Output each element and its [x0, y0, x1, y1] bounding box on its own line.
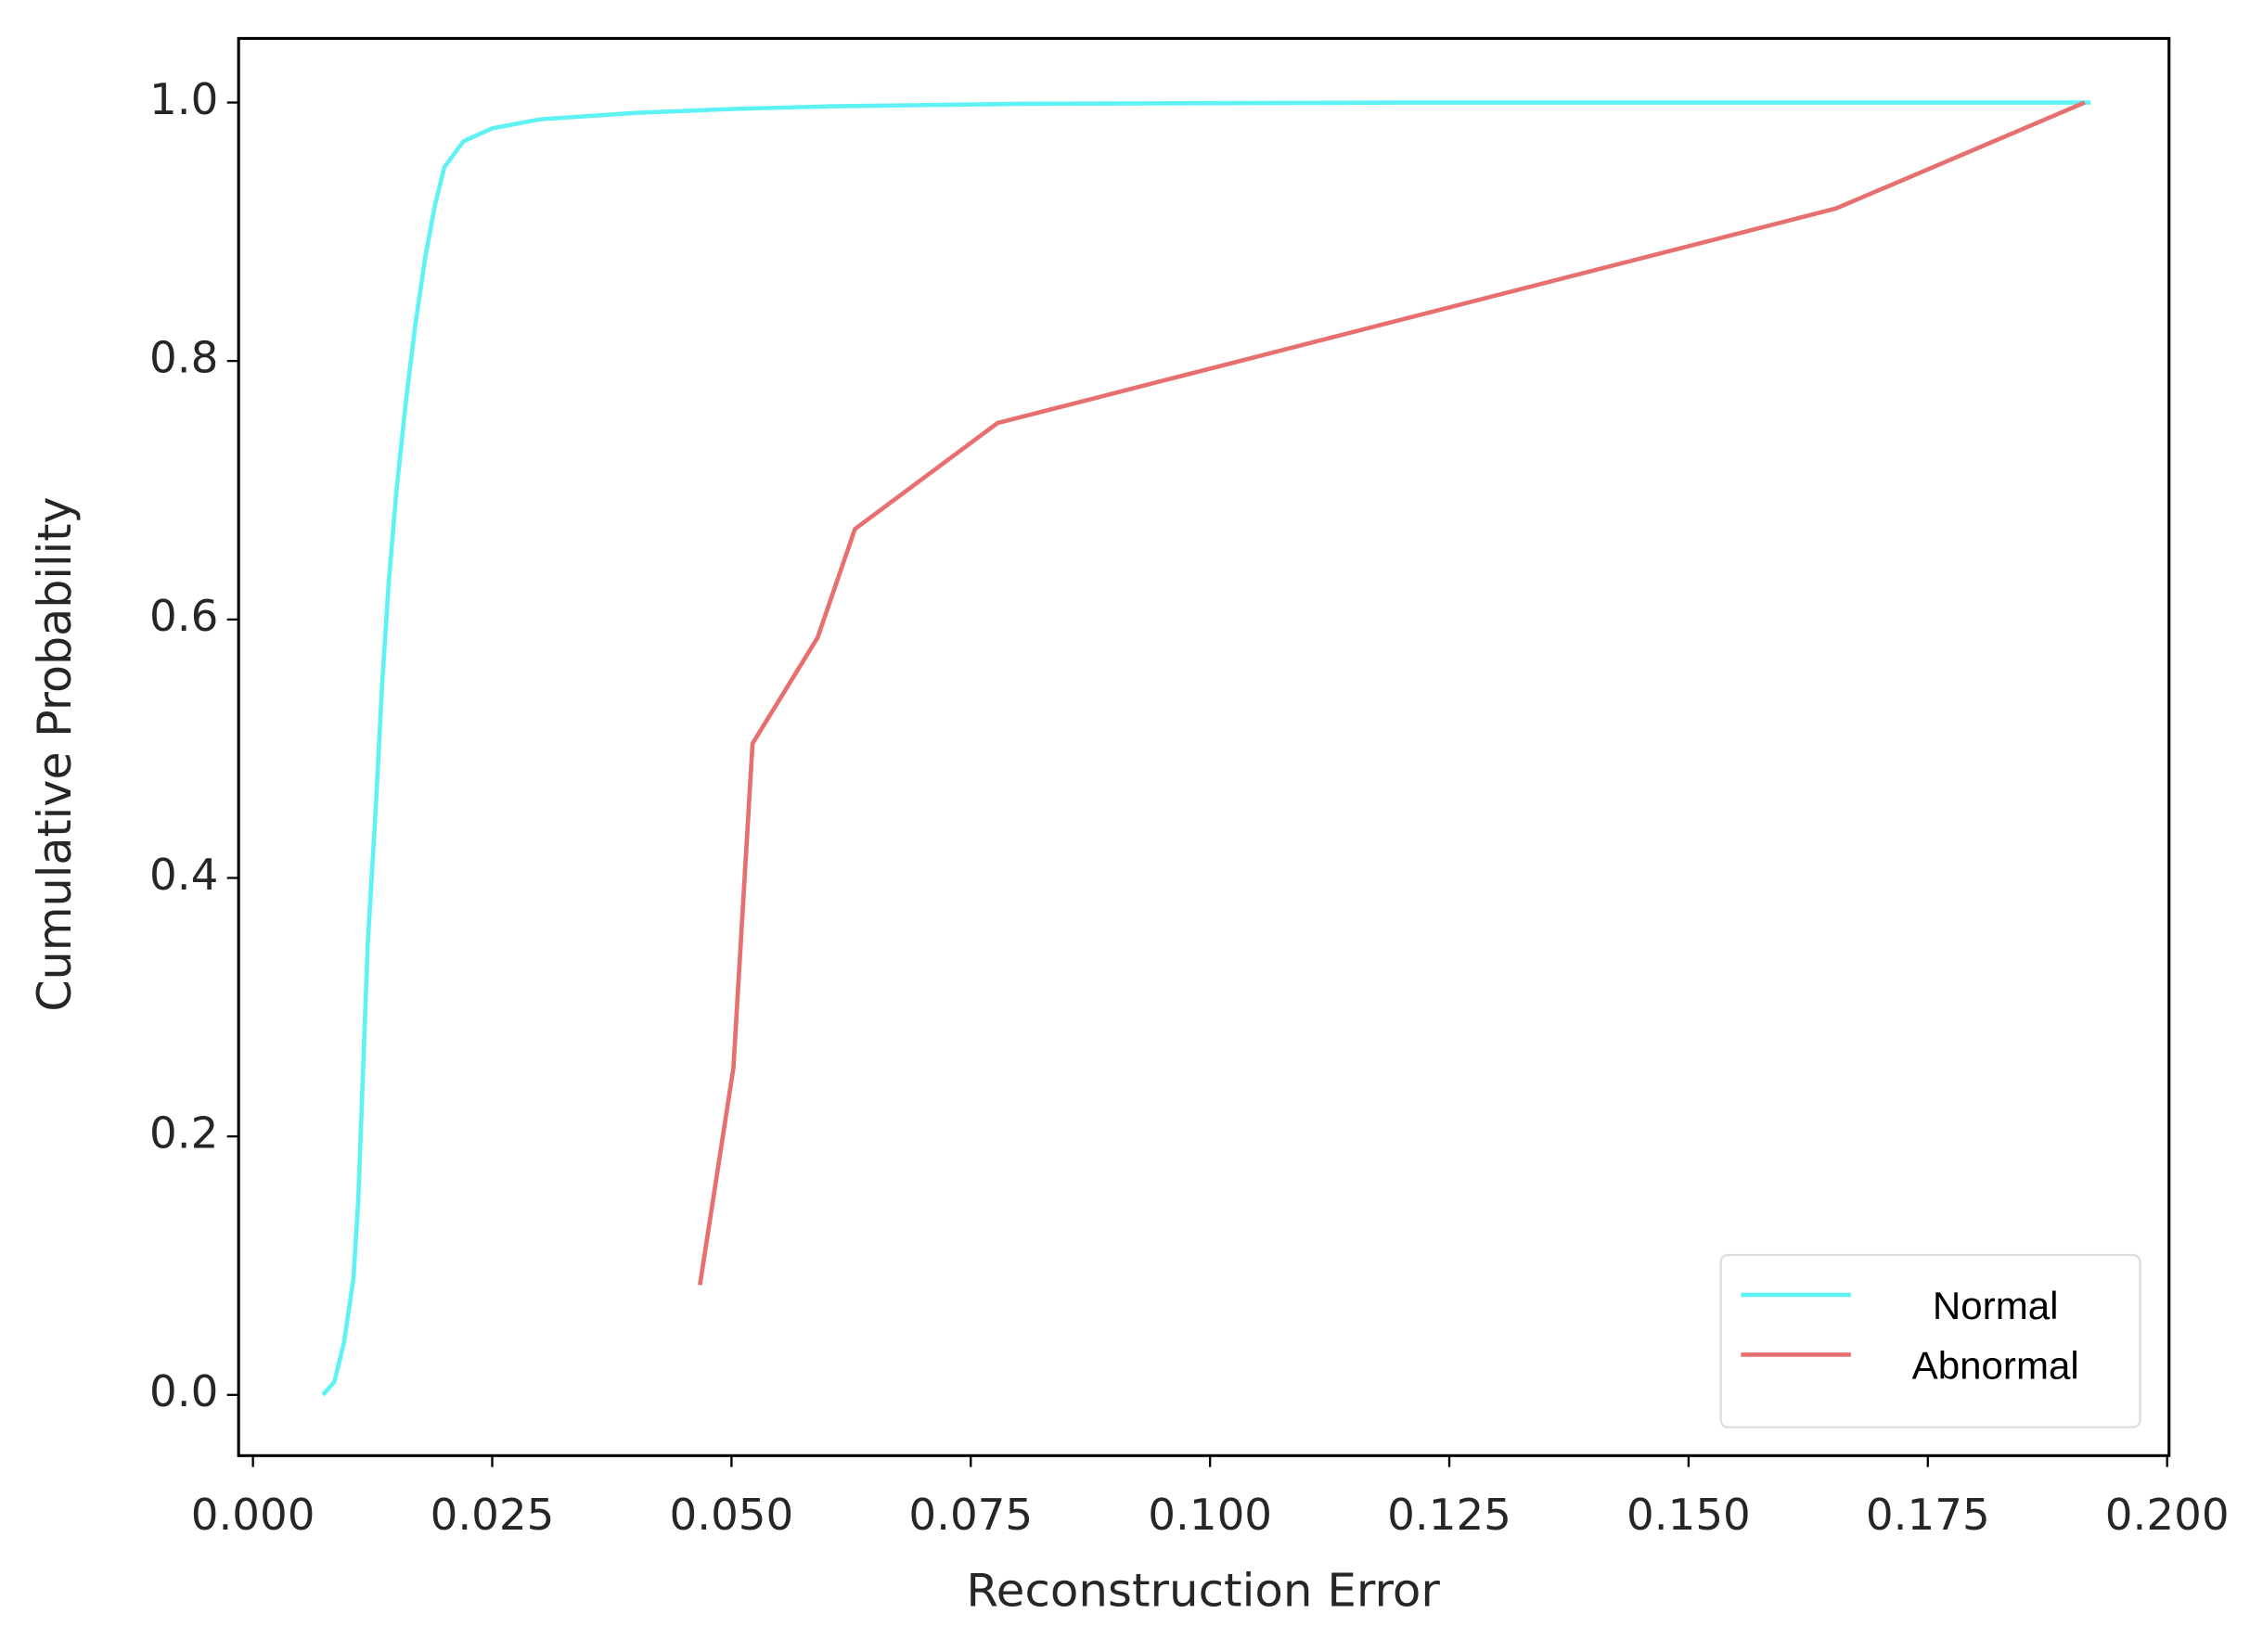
legend-label: Normal — [1933, 1285, 2059, 1328]
x-tick-label: 0.075 — [908, 1491, 1033, 1541]
y-tick-label: 0.2 — [149, 1108, 218, 1159]
x-tick-label: 0.100 — [1148, 1491, 1272, 1541]
x-tick-label: 0.125 — [1387, 1491, 1511, 1541]
y-tick-label: 0.0 — [149, 1367, 218, 1417]
legend-box — [1719, 1253, 2141, 1428]
plot-frame — [237, 36, 2171, 1457]
x-tick-label: 0.150 — [1626, 1491, 1751, 1541]
x-tick-label: 0.000 — [191, 1491, 315, 1541]
series-line — [321, 100, 2091, 1397]
x-tick-label: 0.200 — [2105, 1491, 2230, 1541]
y-tick-label: 0.6 — [149, 592, 218, 642]
x-tick-label: 0.050 — [669, 1491, 793, 1541]
series-line — [698, 100, 2086, 1286]
y-tick-label: 0.8 — [149, 333, 218, 383]
x-axis-label: Reconstruction Error — [966, 1564, 1440, 1618]
y-tick-label: 1.0 — [149, 74, 218, 124]
y-tick-label: 0.4 — [149, 850, 218, 900]
x-tick-label: 0.175 — [1866, 1491, 1990, 1541]
legend-label: Abnormal — [1912, 1344, 2079, 1388]
x-tick-label: 0.025 — [431, 1491, 555, 1541]
y-axis-label: Cumulative Probability — [28, 496, 82, 1011]
